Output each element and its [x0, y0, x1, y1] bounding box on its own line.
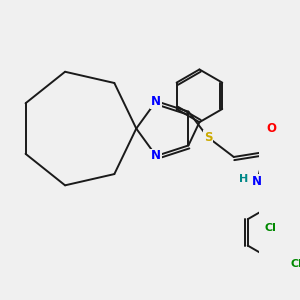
Text: N: N: [151, 149, 161, 162]
Text: Cl: Cl: [264, 224, 276, 233]
Text: N: N: [151, 94, 161, 108]
Text: Cl: Cl: [290, 259, 300, 269]
Text: N: N: [252, 175, 262, 188]
Text: O: O: [267, 122, 277, 135]
Text: H: H: [239, 174, 248, 184]
Text: S: S: [204, 131, 212, 144]
